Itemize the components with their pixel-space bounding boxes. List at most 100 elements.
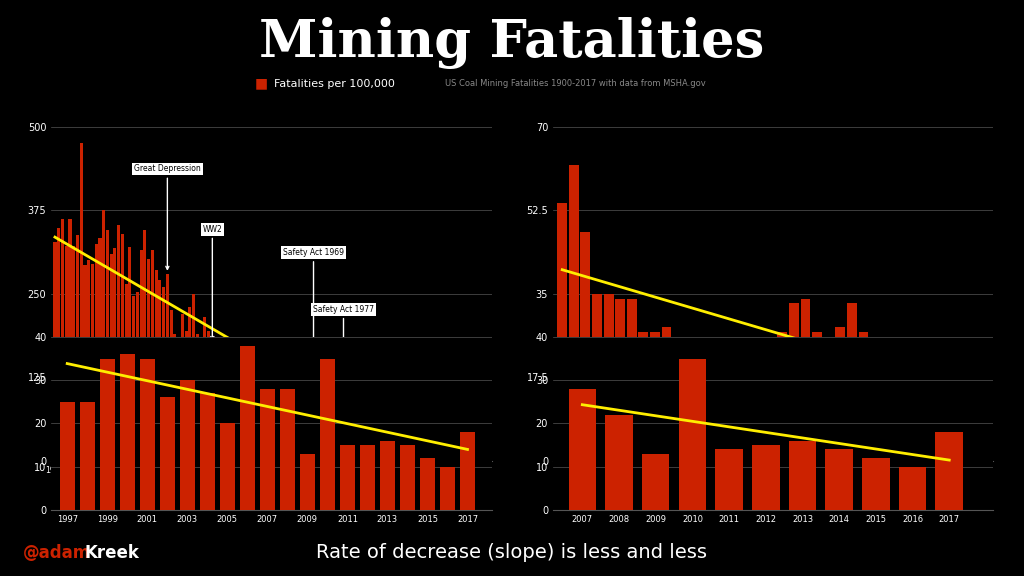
Bar: [406, 437, 409, 461]
Bar: [788, 441, 816, 510]
Bar: [200, 337, 203, 461]
Bar: [319, 399, 323, 461]
Bar: [143, 230, 146, 461]
Bar: [297, 420, 300, 461]
Text: Fatalities per 100,000: Fatalities per 100,000: [274, 78, 395, 89]
Bar: [102, 210, 105, 461]
Bar: [650, 332, 659, 461]
Bar: [136, 292, 139, 461]
Bar: [825, 449, 853, 510]
Bar: [801, 298, 810, 461]
Bar: [428, 435, 431, 461]
Bar: [372, 424, 375, 461]
Bar: [696, 346, 707, 461]
Bar: [484, 456, 487, 461]
Bar: [893, 375, 903, 461]
Bar: [340, 445, 355, 510]
Bar: [413, 441, 417, 461]
Bar: [975, 408, 984, 461]
Bar: [346, 414, 349, 461]
Bar: [420, 458, 435, 510]
Bar: [928, 380, 938, 461]
Bar: [331, 411, 334, 461]
Bar: [128, 247, 131, 461]
Bar: [882, 356, 892, 461]
Bar: [147, 259, 151, 461]
Bar: [940, 384, 949, 461]
Bar: [203, 317, 207, 461]
Bar: [605, 415, 633, 510]
Bar: [383, 427, 386, 461]
Bar: [342, 410, 345, 461]
Bar: [241, 381, 244, 461]
Bar: [777, 332, 787, 461]
Bar: [458, 446, 461, 461]
Text: Rate of decrease (slope) is less and less: Rate of decrease (slope) is less and les…: [316, 544, 708, 562]
Bar: [280, 389, 295, 510]
Bar: [211, 344, 214, 461]
Bar: [80, 143, 83, 461]
Bar: [166, 274, 169, 461]
Bar: [319, 358, 335, 510]
Bar: [293, 424, 296, 461]
Bar: [240, 346, 255, 510]
Bar: [338, 416, 341, 461]
Bar: [716, 449, 742, 510]
Bar: [615, 298, 625, 461]
Bar: [936, 432, 963, 510]
Bar: [105, 230, 109, 461]
Bar: [282, 415, 285, 461]
Bar: [274, 420, 278, 461]
Bar: [916, 356, 927, 461]
Bar: [65, 245, 68, 461]
Bar: [279, 411, 282, 461]
Text: @adam: @adam: [23, 544, 91, 562]
Bar: [200, 393, 215, 510]
Bar: [324, 396, 327, 461]
Text: Mining Fatalities: Mining Fatalities: [259, 17, 765, 69]
Bar: [581, 232, 590, 461]
Bar: [963, 408, 973, 461]
Bar: [568, 389, 596, 510]
Bar: [125, 284, 128, 461]
Bar: [155, 270, 158, 461]
Bar: [435, 443, 438, 461]
Bar: [836, 327, 845, 461]
Bar: [132, 297, 135, 461]
Bar: [390, 430, 394, 461]
Bar: [410, 442, 413, 461]
Bar: [673, 337, 683, 461]
Bar: [139, 251, 142, 461]
Bar: [766, 356, 776, 461]
Bar: [315, 367, 318, 461]
Bar: [83, 265, 86, 461]
Bar: [218, 364, 221, 461]
Bar: [708, 342, 718, 461]
Bar: [99, 358, 115, 510]
Bar: [870, 342, 880, 461]
Bar: [349, 418, 352, 461]
Bar: [365, 423, 368, 461]
Bar: [387, 426, 390, 461]
Text: Safety Act 1977: Safety Act 1977: [313, 305, 374, 406]
Bar: [110, 253, 113, 461]
Bar: [720, 356, 729, 461]
Bar: [638, 332, 648, 461]
Bar: [98, 238, 101, 461]
Bar: [627, 298, 637, 461]
Bar: [60, 219, 65, 461]
Bar: [353, 412, 356, 461]
Bar: [742, 361, 753, 461]
Bar: [87, 260, 90, 461]
Bar: [858, 332, 868, 461]
Text: US Coal Mining Fatalities 1900-2017 with data from MSHA.gov: US Coal Mining Fatalities 1900-2017 with…: [445, 79, 707, 88]
Bar: [76, 235, 79, 461]
Bar: [357, 412, 360, 461]
Bar: [207, 331, 210, 461]
Bar: [462, 449, 465, 461]
Bar: [160, 397, 175, 510]
Bar: [304, 419, 307, 461]
Bar: [951, 384, 962, 461]
Bar: [473, 450, 476, 461]
Bar: [440, 467, 455, 510]
